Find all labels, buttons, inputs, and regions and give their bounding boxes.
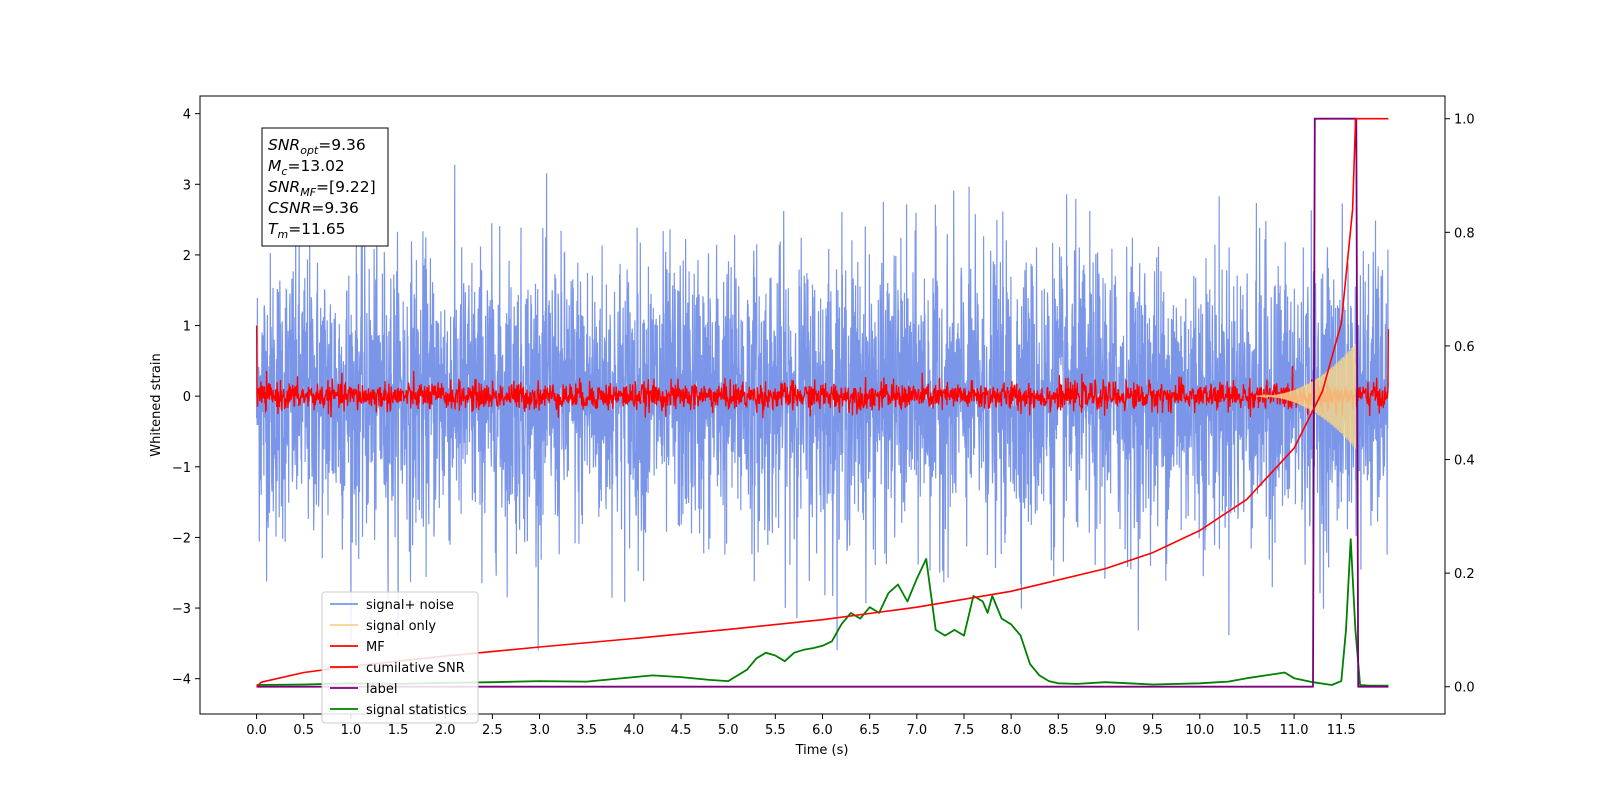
legend-entry-label: signal statistics (366, 703, 467, 718)
x-tick-label: 2.5 (482, 723, 503, 738)
annotation-box: SNRopt=9.36Mc=13.02SNRMF=[9.22]CSNR=9.36… (261, 127, 389, 247)
x-tick-label: 11.5 (1327, 723, 1356, 738)
x-tick-label: 6.5 (859, 723, 880, 738)
x-tick-label: 4.0 (624, 723, 645, 738)
x-tick-label: 8.5 (1048, 723, 1069, 738)
annotation-line: CSNR=9.36 (268, 199, 359, 217)
x-tick-label: 7.0 (906, 723, 927, 738)
annotation-line: SNRopt=9.36 (268, 136, 366, 157)
y-tick-label-right: 0.8 (1454, 226, 1475, 241)
legend-entry-label: signal+ noise (366, 598, 454, 613)
x-tick-label: 5.0 (718, 723, 739, 738)
series-signal-only-line (1256, 343, 1356, 449)
annotation-line: SNRMF=[9.22] (268, 178, 376, 199)
y-axis-right: 0.0 0.2 0.4 0.6 0.8 1.0 (1445, 113, 1475, 696)
y-axis-label: Whitened strain (149, 353, 164, 456)
y-tick-label-left: −4 (172, 673, 191, 688)
y-tick-label-left: −1 (172, 461, 191, 476)
legend-entry-label: signal only (366, 619, 436, 634)
x-tick-label: 9.0 (1095, 723, 1116, 738)
x-tick-label: 10.5 (1232, 723, 1261, 738)
x-tick-label: 6.0 (812, 723, 833, 738)
y-tick-label-left: 2 (183, 249, 191, 264)
x-tick-label: 8.0 (1001, 723, 1022, 738)
y-tick-label-left: −2 (172, 531, 191, 546)
x-tick-label: 1.5 (388, 723, 409, 738)
x-tick-label: 11.0 (1280, 723, 1309, 738)
x-tick-label: 0.5 (293, 723, 314, 738)
annotation-line: Mc=13.02 (268, 157, 345, 178)
y-tick-label-left: 4 (183, 108, 191, 123)
x-axis: 0.0 0.5 1.0 1.5 2.0 2.5 3.0 3.5 4.0 4.5 5.0 5.5 6.0 6… (246, 714, 1356, 738)
y-tick-label-right: 0.2 (1454, 567, 1475, 582)
y-axis-left: −4 −3 −2 −1 0 1 2 3 4 (172, 108, 200, 688)
series-mf-line (255, 325, 1390, 419)
x-tick-label: 3.5 (576, 723, 597, 738)
x-tick-label: 2.0 (435, 723, 456, 738)
y-tick-label-left: −3 (172, 602, 191, 617)
legend-frame (321, 591, 479, 724)
y-tick-label-left: 3 (183, 178, 191, 193)
annotation-frame (261, 127, 389, 247)
y-tick-label-left: 0 (183, 390, 191, 405)
y-tick-label-right: 0.0 (1454, 681, 1475, 696)
y-tick-label-right: 0.4 (1454, 454, 1475, 469)
x-tick-label: 10.0 (1185, 723, 1214, 738)
series-label-line (256, 117, 1389, 688)
y-tick-label-right: 0.6 (1454, 340, 1475, 355)
x-tick-label: 5.5 (765, 723, 786, 738)
x-tick-label: 9.5 (1142, 723, 1163, 738)
y-tick-label-right: 1.0 (1454, 113, 1475, 128)
y-tick-label-left: 1 (183, 320, 191, 335)
legend: signal+ noise signal only MF cumilative SNR… (321, 591, 479, 724)
series-signal-statistics-line (256, 538, 1389, 687)
x-tick-label: 7.5 (954, 723, 975, 738)
legend-entry-label: label (366, 682, 397, 697)
x-tick-label: 0.0 (246, 723, 267, 738)
legend-entry-label: cumilative SNR (366, 661, 465, 676)
legend-entry-label: MF (366, 640, 385, 655)
x-tick-label: 1.0 (341, 723, 362, 738)
x-tick-label: 3.0 (529, 723, 550, 738)
plot-area (255, 117, 1390, 688)
x-axis-label: Time (s) (795, 743, 849, 758)
annotation-line: Tm=11.65 (268, 220, 346, 241)
x-tick-label: 4.5 (671, 723, 692, 738)
